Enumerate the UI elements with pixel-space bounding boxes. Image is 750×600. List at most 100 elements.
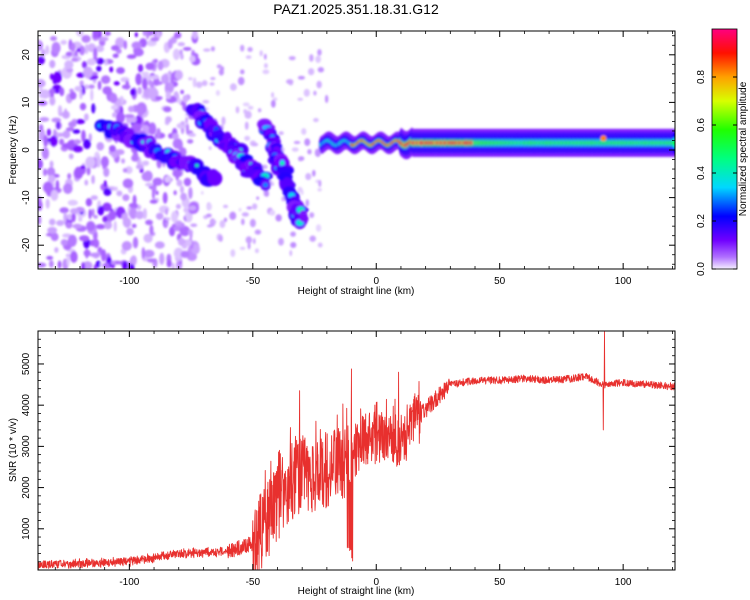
noise-blob [275, 214, 282, 222]
noise-blob [245, 55, 252, 59]
spectrogram-y-tick-label: 20 [21, 49, 32, 61]
noise-blob [313, 90, 317, 96]
snr-y-tick-label: 4000 [21, 394, 32, 417]
noise-blob [49, 160, 54, 168]
spectrogram-y-label: Frequency (Hz) [8, 116, 19, 185]
noise-blob [96, 155, 101, 168]
noise-blob [131, 154, 139, 162]
noise-blob [113, 81, 120, 86]
noise-blob [210, 76, 216, 81]
noise-blob [49, 73, 54, 80]
noise-blob [188, 205, 197, 211]
noise-blob [189, 55, 196, 63]
noise-blob [222, 204, 229, 209]
noise-blob [183, 177, 192, 187]
noise-blob [240, 44, 245, 52]
noise-blob [290, 231, 296, 237]
noise-blob [79, 235, 90, 242]
noise-blob [55, 179, 60, 191]
noise-blob [110, 105, 119, 111]
noise-blob [63, 183, 73, 194]
noise-blob [125, 166, 133, 174]
noise-blob [126, 227, 134, 236]
noise-blob [134, 32, 138, 38]
spectrogram-blobs [38, 31, 675, 269]
noise-blob [39, 117, 50, 122]
noise-blob [155, 212, 164, 220]
noise-blob [244, 135, 251, 141]
noise-blob [146, 31, 150, 40]
noise-blob [261, 164, 268, 170]
noise-blob [71, 57, 79, 62]
noise-blob [48, 218, 56, 226]
noise-blob [82, 66, 94, 79]
snr-frame [37, 330, 676, 571]
noise-blob [132, 236, 139, 249]
noise-blob [51, 41, 61, 55]
noise-blob [133, 48, 144, 57]
noise-blob [76, 72, 86, 78]
noise-blob [155, 96, 163, 100]
noise-blob [155, 190, 159, 196]
noise-blob [152, 177, 163, 186]
snr-panel: -100 -50 0 50 100 1000 2000 3000 4000 5000 Height… [8, 330, 676, 597]
noise-blob [167, 38, 173, 50]
noise-blob [324, 94, 329, 104]
noise-blob [312, 169, 316, 177]
noise-blob [174, 70, 183, 80]
noise-blob [54, 247, 59, 253]
noise-blob [92, 31, 101, 38]
noise-blob [56, 121, 60, 130]
noise-blob [201, 80, 208, 87]
noise-blob [188, 77, 193, 81]
noise-blob [182, 46, 192, 51]
noise-blob [208, 146, 212, 150]
colorbar-label: Normalized spectral amplitude [738, 81, 749, 216]
noise-blob [68, 153, 74, 160]
noise-blob [200, 191, 204, 195]
noise-blob [85, 248, 89, 259]
noise-blob [216, 64, 222, 69]
streak-blob [207, 170, 223, 187]
colorbar: 0.0 0.2 0.4 0.6 0.8 Normalized spectral ampl… [696, 28, 749, 276]
noise-blob [305, 172, 312, 181]
noise-blob [151, 189, 155, 200]
noise-blob [74, 85, 83, 92]
noise-blob [48, 260, 54, 268]
noise-blob [130, 255, 137, 265]
noise-blob [45, 198, 50, 209]
snr-x-tick-label: -50 [246, 577, 261, 588]
noise-blob [95, 224, 106, 230]
noise-blob [148, 122, 157, 135]
noise-blob [95, 45, 105, 53]
noise-blob [51, 117, 62, 123]
noise-blob [88, 133, 92, 142]
noise-blob [177, 98, 182, 105]
noise-blob [45, 45, 50, 55]
noise-blob [245, 236, 253, 244]
streak-core [262, 182, 269, 188]
noise-blob [79, 90, 83, 100]
noise-blob [247, 47, 253, 52]
noise-blob [303, 88, 310, 97]
noise-blob [98, 36, 109, 42]
noise-blob [171, 132, 179, 140]
noise-blob [180, 89, 184, 95]
noise-blob [128, 202, 139, 210]
noise-blob [183, 207, 189, 213]
noise-blob [122, 168, 128, 173]
snr-x-tick-label: -100 [119, 577, 139, 588]
noise-blob [72, 129, 81, 134]
noise-blob [111, 45, 120, 51]
noise-blob [72, 145, 84, 153]
noise-blob [141, 124, 150, 132]
noise-blob [46, 255, 54, 260]
noise-blob [40, 48, 46, 58]
noise-blob [91, 174, 95, 185]
noise-blob [100, 156, 109, 168]
noise-blob [242, 102, 250, 107]
noise-blob [64, 108, 68, 118]
noise-blob [180, 121, 185, 125]
noise-blob [246, 206, 253, 210]
noise-blob [142, 31, 147, 37]
